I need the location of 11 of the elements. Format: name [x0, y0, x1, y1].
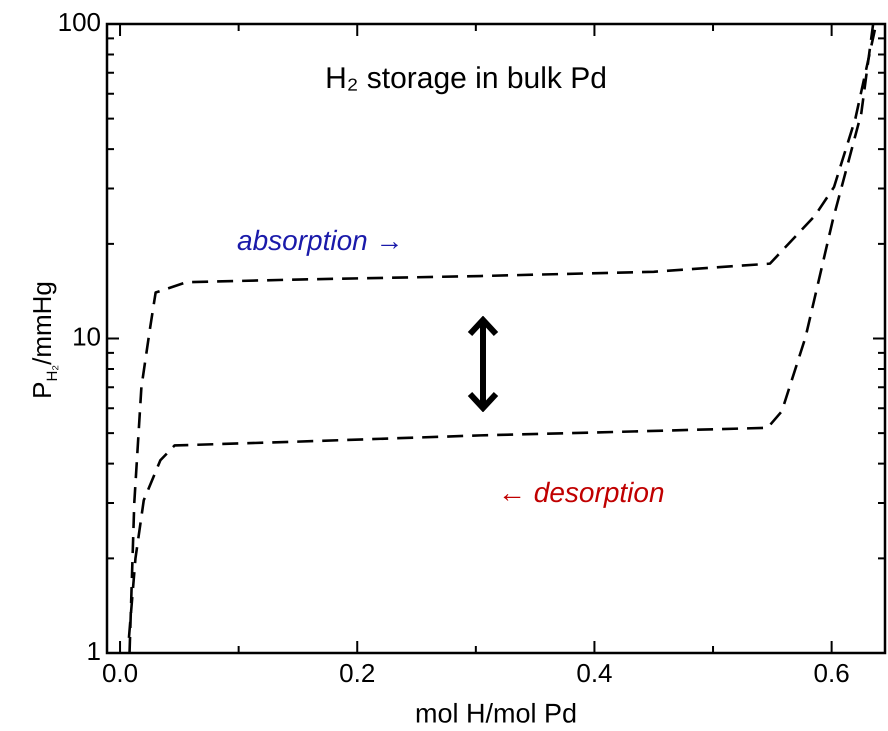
y-tick-label: 10 — [72, 322, 101, 352]
y-tick-label: 1 — [86, 636, 101, 666]
text: H₂ storage in bulk Pd — [325, 62, 607, 95]
x-tick-label: 0.4 — [576, 658, 613, 688]
y-tick-label: 100 — [58, 7, 101, 38]
annotation: ← desorption — [498, 477, 665, 508]
annotation: absorption → — [237, 225, 404, 256]
x-tick-label: 0.0 — [102, 658, 138, 688]
x-tick-label: 0.6 — [814, 658, 850, 688]
x-axis-title: mol H/mol Pd — [414, 698, 578, 728]
x-tick-label: 0.2 — [339, 658, 376, 688]
